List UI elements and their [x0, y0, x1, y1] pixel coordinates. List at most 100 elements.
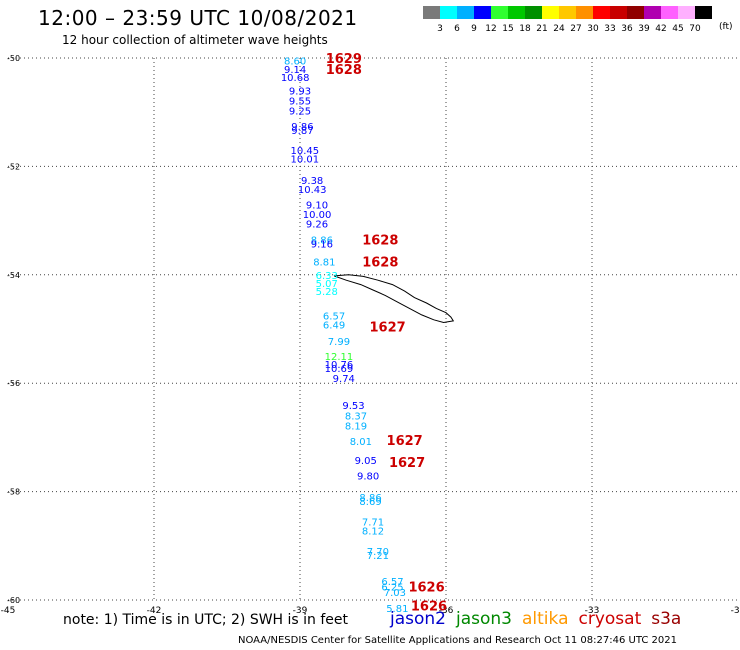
wave-height-label: 6.49 — [323, 321, 345, 332]
wave-height-label: 6.57 — [323, 311, 345, 322]
colorbar-tick-label: 42 — [655, 24, 666, 34]
colorbar-swatch — [610, 6, 627, 19]
wave-height-label: 6.25 — [381, 582, 403, 593]
time-label: 1627 — [389, 456, 425, 471]
colorbar-tick-label: 6 — [454, 24, 460, 34]
colorbar-tick-label: 24 — [553, 24, 565, 34]
time-label: 1627 — [370, 320, 406, 335]
colorbar-tick-label: 30 — [587, 24, 599, 34]
x-tick-label: -33 — [585, 606, 600, 616]
colorbar-swatch — [593, 6, 610, 19]
wave-height-label: 9.86 — [291, 122, 313, 133]
wave-height-label: 9.87 — [291, 126, 313, 137]
colorbar: 3 6 9 12 15 18 21 24 27 30 33 36 39 42 45 70 — [423, 6, 712, 34]
colorbar-unit: (ft) — [719, 22, 733, 32]
wave-height-label: 6.33 — [316, 271, 338, 282]
colorbar-swatch — [661, 6, 678, 19]
wave-height-label: 9.80 — [357, 471, 379, 482]
colorbar-swatch — [678, 6, 695, 19]
x-tick-label: -36 — [439, 606, 454, 616]
chart-title: 12:00 – 23:59 UTC 10/08/2021 — [38, 6, 358, 30]
colorbar-swatch — [644, 6, 661, 19]
wave-height-label: 10.45 — [291, 146, 320, 157]
colorbar-tick-label: 21 — [536, 24, 547, 34]
note-text: note: 1) Time is in UTC; 2) SWH is in fe… — [63, 612, 349, 628]
time-label: 1628 — [362, 255, 398, 270]
wave-height-label: 10.68 — [281, 73, 310, 84]
y-tick-label: -54 — [7, 271, 20, 280]
x-tick-label: -30 — [731, 606, 740, 616]
colorbar-tick-label: 18 — [519, 24, 531, 34]
chart-subtitle: 12 hour collection of altimeter wave hei… — [62, 33, 328, 47]
colorbar-tick-label: 27 — [570, 24, 581, 34]
y-tick-label: -60 — [7, 596, 20, 605]
colorbar-swatch — [491, 6, 508, 19]
y-tick-label: -50 — [7, 54, 20, 63]
x-tick-label: -45 — [1, 606, 16, 616]
wave-height-label: 5.28 — [316, 287, 338, 298]
wave-height-label: 10.43 — [298, 185, 327, 196]
time-label: 1628 — [326, 63, 362, 78]
wave-height-label: 7.03 — [384, 588, 406, 599]
legend-cryosat: cryosat — [578, 609, 642, 629]
wave-height-label: 8.81 — [313, 257, 335, 268]
colorbar-tick-label: 3 — [437, 24, 443, 34]
wave-height-label: 10.01 — [291, 154, 320, 165]
coastline-south-georgia — [333, 274, 455, 324]
wave-height-label: 8.37 — [345, 412, 367, 423]
colorbar-tick-label: 9 — [471, 24, 477, 34]
wave-height-label: 5.07 — [316, 279, 338, 290]
colorbar-tick-label: 15 — [502, 24, 513, 34]
wave-height-label: 9.74 — [333, 374, 355, 385]
wave-height-label: 10.76 — [325, 360, 354, 371]
colorbar-swatch — [474, 6, 491, 19]
colorbar-tick-label: 39 — [638, 24, 650, 34]
wave-height-label: 9.25 — [289, 107, 311, 118]
colorbar-swatch — [423, 6, 440, 19]
wave-height-label: 10.69 — [325, 364, 354, 375]
wave-height-label: 7.21 — [367, 551, 389, 562]
satellite-legend: jason2 jason3 altika cryosat s3a — [390, 609, 691, 629]
colorbar-tick-label: 12 — [485, 24, 496, 34]
time-label: 1626 — [411, 599, 447, 614]
y-tick-label: -52 — [7, 162, 20, 171]
wave-height-label: 8.86 — [311, 236, 333, 247]
legend-altika: altika — [522, 609, 569, 629]
time-label: 1628 — [362, 234, 398, 249]
x-tick-label: -42 — [147, 606, 162, 616]
legend-jason2: jason2 — [390, 609, 446, 629]
wave-height-label: 10.00 — [303, 210, 332, 221]
x-tick-label: -39 — [293, 606, 308, 616]
footer-credit: NOAA/NESDIS Center for Satellite Applica… — [238, 635, 677, 646]
legend-jason3: jason3 — [456, 609, 512, 629]
wave-height-label: 9.93 — [289, 87, 311, 98]
wave-height-label: 5.81 — [386, 604, 408, 615]
colorbar-swatch — [627, 6, 644, 19]
time-label: 1626 — [408, 580, 444, 595]
colorbar-tick-label: 33 — [604, 24, 615, 34]
wave-height-label: 8.69 — [359, 497, 381, 508]
wave-height-label: 9.10 — [306, 200, 328, 211]
colorbar-swatch — [440, 6, 457, 19]
wave-height-label: 9.05 — [355, 456, 377, 467]
time-label: 1627 — [387, 434, 423, 449]
wave-height-label: 8.86 — [359, 493, 381, 504]
colorbar-swatch — [508, 6, 525, 19]
time-label: 1629 — [326, 52, 362, 67]
wave-height-label: 9.26 — [306, 219, 328, 230]
wave-height-label: 7.70 — [367, 547, 389, 558]
wave-height-label: 9.55 — [289, 96, 311, 107]
colorbar-swatch — [525, 6, 542, 19]
wave-height-label: 9.16 — [311, 239, 333, 250]
wave-height-label: 7.99 — [328, 337, 350, 348]
colorbar-tick-label: 70 — [689, 24, 701, 34]
colorbar-tick-label: 36 — [621, 24, 633, 34]
legend-s3a: s3a — [651, 609, 682, 629]
colorbar-swatch — [695, 6, 712, 19]
wave-height-label: 8.19 — [345, 421, 367, 432]
colorbar-swatch — [542, 6, 559, 19]
wave-height-label: 7.71 — [362, 517, 384, 528]
y-tick-label: -58 — [7, 488, 20, 497]
